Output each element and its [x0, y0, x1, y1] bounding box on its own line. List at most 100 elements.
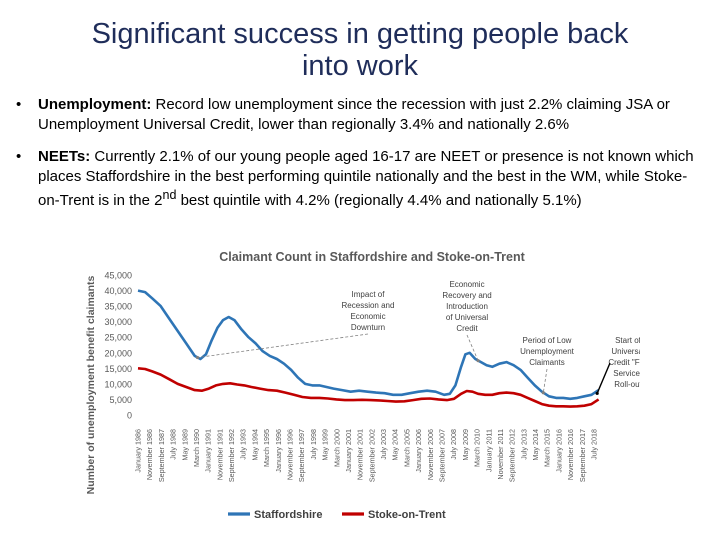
annotation-text: Economic — [449, 280, 484, 289]
bullet-neets: • NEETs: Currently 2.1% of our young peo… — [16, 147, 706, 211]
annotation-text: Introduction — [446, 302, 488, 311]
bullet-list: • Unemployment: Record low unemployment … — [16, 95, 706, 224]
y-axis-label: Number of unemployment benefit claimants — [85, 275, 97, 494]
annotation-text: of Universal — [446, 313, 488, 322]
x-axis: January 1986 November 1986 September 1987 J… — [134, 429, 599, 482]
y-tick-label: 0 — [127, 411, 132, 421]
chart-svg: Claimant Count in Staffordshire and Stok… — [85, 250, 648, 521]
y-axis: 0 5,000 10,000 15,000 20,000 25,000 30,000 35,0… — [104, 271, 132, 421]
annotation-text: Roll-out — [614, 380, 640, 389]
x-tick-label: November 2016 — [566, 429, 575, 480]
y-tick-label: 45,000 — [104, 271, 132, 281]
y-tick-label: 25,000 — [104, 333, 132, 343]
annotation-arrow — [542, 368, 548, 393]
legend-label: Stoke-on-Trent — [368, 509, 446, 521]
annotation-text: Start of — [615, 336, 640, 345]
x-tick-label: March 1995 — [262, 429, 271, 467]
title-line-2: into work — [301, 50, 419, 82]
x-tick-label: January 1986 — [134, 429, 143, 473]
bullet-label: Unemployment: — [38, 96, 152, 113]
x-tick-label: September 1997 — [297, 429, 306, 482]
annotation-text: Service" — [613, 369, 640, 378]
y-tick-label: 10,000 — [104, 379, 132, 389]
x-tick-label: July 2008 — [449, 429, 458, 460]
annotation-text: Impact of — [352, 290, 386, 299]
annotations: Impact of Recession and Economic Downturn Ec… — [195, 280, 648, 395]
annotation-text: Credit — [456, 324, 478, 333]
annotation-arrow — [197, 333, 369, 358]
x-tick-label: July 1988 — [169, 429, 178, 460]
x-tick-label: January 2016 — [554, 429, 563, 473]
annotation-text: Period of Low — [523, 336, 572, 345]
bullet-text: Currently 2.1% of our young people aged … — [38, 148, 694, 209]
x-tick-label: January 2001 — [344, 429, 353, 473]
y-tick-label: 40,000 — [104, 286, 132, 296]
annotation-text: Universal — [611, 347, 640, 356]
annotation-arrow — [596, 362, 611, 394]
legend: Staffordshire Stoke-on-Trent — [228, 509, 446, 521]
slide-title: Significant success in getting people ba… — [20, 18, 700, 82]
annotation-arrowhead — [595, 391, 599, 395]
annotation-text: Unemployment — [520, 347, 575, 356]
x-tick-label: September 2017 — [578, 429, 587, 482]
annotation-text: Downturn — [351, 323, 385, 332]
x-tick-label: May 1994 — [250, 429, 259, 461]
x-tick-label: May 1999 — [321, 429, 330, 461]
series-lines — [137, 289, 600, 408]
x-tick-label: July 2003 — [379, 429, 388, 460]
x-tick-label: November 1991 — [215, 429, 224, 480]
annotation-arrowhead — [195, 355, 200, 360]
x-tick-label: July 2013 — [519, 429, 528, 460]
x-tick-label: September 1987 — [157, 429, 166, 482]
annotation-arrowhead — [541, 391, 545, 395]
x-tick-label: November 2011 — [496, 429, 505, 480]
x-tick-label: May 2004 — [391, 429, 400, 461]
x-tick-label: January 2011 — [484, 429, 493, 472]
y-tick-label: 20,000 — [104, 348, 132, 358]
x-tick-label: March 1990 — [192, 429, 201, 467]
x-tick-label: May 2009 — [461, 429, 470, 461]
x-tick-label: July 1998 — [309, 429, 318, 460]
y-tick-label: 35,000 — [104, 302, 132, 312]
series-line-stoke-on-trent — [137, 367, 600, 408]
bullet-superscript: nd — [162, 188, 177, 202]
annotation-text: Claimants — [529, 358, 565, 367]
bullet-marker: • — [16, 96, 22, 113]
x-tick-label: November 1986 — [145, 429, 154, 480]
bullet-text: Record low unemployment since the recess… — [38, 96, 670, 133]
annotation-text: Recession and — [342, 301, 395, 310]
bullet-label: NEETs: — [38, 148, 91, 165]
annotation-text: Credit "Full — [608, 358, 640, 367]
series-line-staffordshire — [137, 289, 600, 401]
x-tick-label: January 2006 — [414, 429, 423, 473]
x-tick-label: March 2005 — [402, 429, 411, 467]
x-tick-label: September 2002 — [367, 429, 376, 482]
x-tick-label: January 1991 — [204, 429, 213, 473]
x-tick-label: May 2014 — [531, 429, 540, 461]
x-tick-label: January 1996 — [274, 429, 283, 473]
x-tick-label: July 2018 — [590, 429, 599, 460]
x-tick-label: March 2000 — [332, 429, 341, 467]
x-tick-label: September 2012 — [508, 429, 517, 482]
y-tick-label: 15,000 — [104, 364, 132, 374]
annotation-arrowhead — [476, 359, 480, 363]
annotation-text: Economic — [350, 312, 385, 321]
bullet-marker: • — [16, 148, 22, 165]
x-tick-label: March 2015 — [543, 429, 552, 467]
chart-title: Claimant Count in Staffordshire and Stok… — [219, 250, 525, 264]
annotation-text: Recovery and — [442, 291, 491, 300]
x-tick-label: July 1993 — [239, 429, 248, 460]
x-tick-label: November 1996 — [286, 429, 295, 480]
bullet-unemployment: • Unemployment: Record low unemployment … — [16, 95, 706, 134]
claimant-chart: Claimant Count in Staffordshire and Stok… — [80, 245, 648, 530]
y-tick-label: 30,000 — [104, 317, 132, 327]
x-tick-label: September 1992 — [227, 429, 236, 482]
x-tick-label: March 2010 — [473, 429, 482, 467]
x-tick-label: May 1989 — [180, 429, 189, 461]
x-tick-label: September 2007 — [438, 429, 447, 482]
x-tick-label: November 2006 — [426, 429, 435, 480]
title-line-1: Significant success in getting people ba… — [91, 18, 629, 50]
x-tick-label: November 2001 — [356, 429, 365, 480]
bullet-text-continued: best quintile with 4.2% (regionally 4.4%… — [176, 192, 582, 209]
y-tick-label: 5,000 — [109, 395, 132, 405]
